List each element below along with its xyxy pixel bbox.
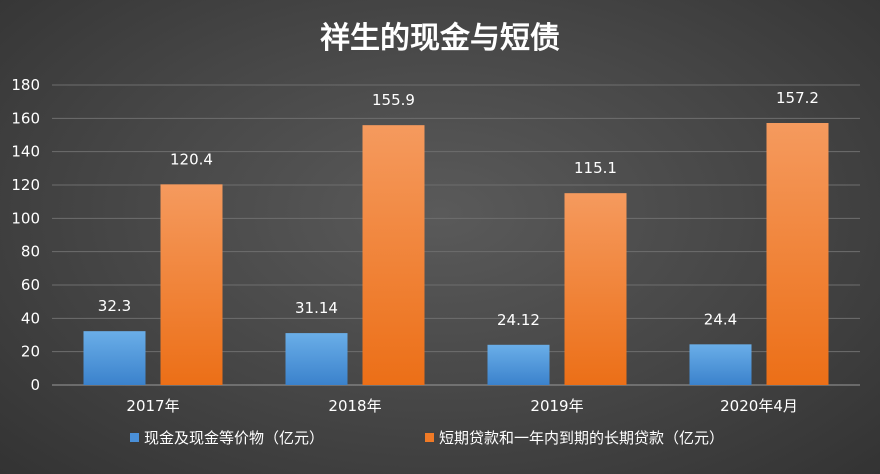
x-axis-categories: 2017年 2018年 2019年 2020年4月: [126, 397, 797, 415]
legend-swatch: [130, 433, 139, 442]
legend-label: 现金及现金等价物（亿元）: [144, 429, 324, 447]
y-tick-label: 100: [11, 209, 40, 227]
y-tick-label: 60: [21, 276, 40, 294]
data-label: 115.1: [574, 159, 617, 177]
bar-short-debt: [766, 123, 829, 385]
data-label: 157.2: [776, 89, 819, 107]
data-label: 155.9: [372, 91, 415, 109]
x-category-label: 2017年: [126, 397, 179, 415]
bar-short-debt: [362, 125, 425, 386]
bar-cash: [285, 333, 348, 385]
y-tick-label: 120: [11, 176, 40, 194]
y-tick-label: 80: [21, 243, 40, 261]
data-label: 24.4: [704, 310, 737, 328]
legend-swatch: [425, 433, 434, 442]
x-category-label: 2018年: [328, 397, 381, 415]
bar-cash: [689, 344, 752, 385]
y-tick-label: 160: [11, 109, 40, 127]
bar-short-debt: [160, 184, 223, 385]
y-tick-label: 140: [11, 143, 40, 161]
y-tick-label: 180: [11, 76, 40, 94]
data-label: 32.3: [98, 297, 131, 315]
y-tick-label: 20: [21, 343, 40, 361]
chart-title: 祥生的现金与短债: [320, 21, 560, 56]
bar-short-debt: [564, 193, 627, 385]
data-label: 24.12: [497, 311, 540, 329]
y-tick-label: 0: [30, 376, 40, 394]
y-tick-label: 40: [21, 309, 40, 327]
data-labels: 32.3 120.4 31.14 155.9 24.12 115.1 24.4 157.2: [98, 89, 819, 329]
legend-label: 短期贷款和一年内到期的长期贷款（亿元）: [439, 429, 724, 447]
bar-cash: [487, 344, 550, 385]
data-label: 120.4: [170, 150, 213, 168]
x-category-label: 2019年: [530, 397, 583, 415]
y-axis-ticks: 0 20 40 60 80 100 120 140 160 180: [11, 76, 40, 394]
x-category-label: 2020年4月: [720, 397, 798, 415]
bars: [83, 123, 829, 386]
data-label: 31.14: [295, 299, 338, 317]
bar-cash: [83, 331, 146, 385]
legend: 现金及现金等价物（亿元） 短期贷款和一年内到期的长期贷款（亿元）: [130, 429, 724, 447]
